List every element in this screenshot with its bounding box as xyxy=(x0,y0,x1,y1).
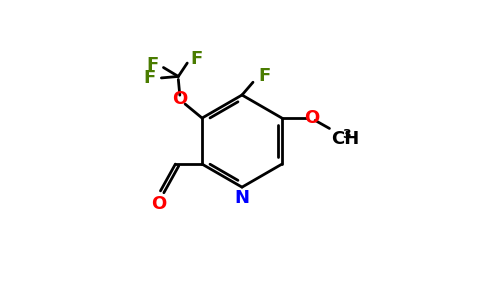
Text: F: F xyxy=(144,69,156,87)
Text: O: O xyxy=(151,195,166,213)
Text: F: F xyxy=(190,50,202,68)
Text: O: O xyxy=(304,109,319,127)
Text: N: N xyxy=(235,189,249,207)
Text: F: F xyxy=(147,56,159,74)
Text: 3: 3 xyxy=(342,128,351,141)
Text: F: F xyxy=(258,67,271,85)
Text: O: O xyxy=(172,90,187,108)
Text: CH: CH xyxy=(331,130,359,148)
